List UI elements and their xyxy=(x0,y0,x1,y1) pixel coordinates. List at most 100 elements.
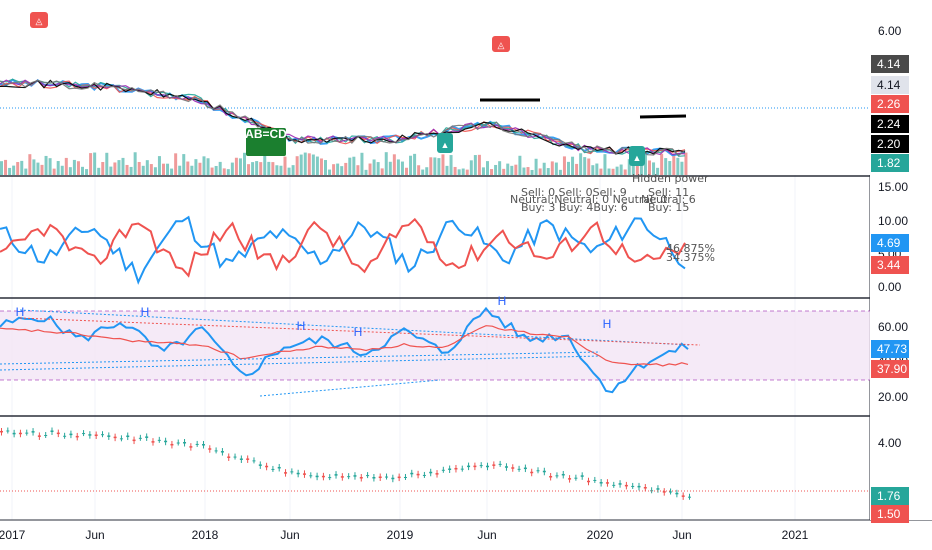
volume-bar xyxy=(206,158,210,175)
volume-bar xyxy=(514,164,518,175)
osc-tag-bg xyxy=(871,234,909,252)
candle-body xyxy=(290,471,294,473)
time-axis[interactable]: 2017 Jun 2018 Jun 2019 Jun 2020 Jun 2021 xyxy=(0,528,809,542)
volume-bar xyxy=(571,156,575,175)
candles-pane[interactable] xyxy=(0,427,870,500)
volume-bar xyxy=(510,165,514,175)
volume-bar xyxy=(234,157,238,175)
volume-bar xyxy=(64,157,68,175)
volume-bar xyxy=(558,169,562,175)
volume-bar xyxy=(388,161,392,175)
h-marker: H xyxy=(16,305,25,319)
volume-bar xyxy=(417,165,421,175)
candle-body xyxy=(517,468,521,470)
time-axis-label: 2021 xyxy=(782,528,809,542)
volume-bar xyxy=(125,164,129,175)
volume-bar xyxy=(287,167,291,175)
volume-bar xyxy=(518,155,522,175)
candle-body xyxy=(328,477,332,479)
volume-bar xyxy=(421,169,425,175)
volume-bar xyxy=(101,162,105,175)
candle-body xyxy=(347,476,351,478)
volume-bar xyxy=(178,165,182,175)
volume-bar xyxy=(498,161,502,175)
volume-bar xyxy=(465,169,469,175)
volume-bar xyxy=(218,161,222,175)
volume-bar xyxy=(141,165,145,175)
volume-bar xyxy=(356,165,360,175)
oscillator-pane[interactable]: Hidden power Sell: 0 Sell: 0Sell: 9 Sell… xyxy=(0,172,715,285)
price-tag: 2.20 xyxy=(877,137,901,151)
candle-body xyxy=(416,473,420,476)
rsi-line xyxy=(0,306,689,394)
volume-bar xyxy=(60,165,64,175)
candle-body xyxy=(69,433,73,436)
price-pane[interactable]: ◬ ◬ AB=CD ▲ ▲ xyxy=(0,0,870,175)
candle-body xyxy=(580,475,584,477)
rsi-pane[interactable]: H H H H H H xyxy=(0,294,870,397)
volume-bar xyxy=(44,155,48,175)
up-marker-2[interactable]: ▲ xyxy=(629,146,645,166)
volume-bar xyxy=(490,169,494,175)
volume-bar xyxy=(32,159,36,175)
price-tag: 4.14 xyxy=(877,78,901,92)
candle-tag-bg xyxy=(871,487,909,505)
volume-bar xyxy=(121,157,125,175)
volume-bar xyxy=(190,165,194,175)
candle-body xyxy=(410,472,414,475)
volume-bar xyxy=(202,156,206,175)
volume-bar xyxy=(530,169,534,175)
warning-marker[interactable]: ◬ xyxy=(30,12,48,28)
candle-body xyxy=(555,475,559,477)
price-axis[interactable]: 6.0015.0010.005.000.0060.0040.0020.004.0… xyxy=(870,0,932,523)
volume-bar xyxy=(214,165,218,175)
candle-body xyxy=(56,432,60,435)
candle-body xyxy=(441,469,445,471)
h-markers: H H H H H H xyxy=(16,294,612,339)
volume-bar xyxy=(68,167,72,175)
candle-body xyxy=(252,460,256,462)
volume-bar xyxy=(575,163,579,175)
time-axis-label: 2018 xyxy=(192,528,219,542)
candle-body xyxy=(296,472,300,475)
volume-bar xyxy=(676,157,680,175)
up-marker[interactable]: ▲ xyxy=(437,133,453,153)
pattern-label-text: AB=CD xyxy=(245,127,287,141)
volume-bar xyxy=(137,161,141,175)
volume-bar xyxy=(48,158,52,175)
black-level xyxy=(639,114,687,119)
candle-body xyxy=(366,475,370,477)
volume-bar xyxy=(275,165,279,175)
candle-body xyxy=(195,443,199,445)
candle-body xyxy=(233,456,237,458)
volume-bar xyxy=(486,161,489,175)
volume-bar xyxy=(307,153,311,175)
volume-bar xyxy=(469,160,473,175)
volume-bar xyxy=(247,164,251,175)
candle-body xyxy=(164,440,168,443)
candle-body xyxy=(271,468,275,470)
volume-bar xyxy=(85,169,89,175)
candle-body xyxy=(183,441,187,444)
candle-body xyxy=(107,435,111,437)
candle-body xyxy=(359,477,363,479)
volume-bar xyxy=(445,165,449,175)
osc-tag-bg xyxy=(871,256,909,274)
volume-bar xyxy=(611,168,615,175)
volume-bar xyxy=(437,158,441,175)
volume-bar xyxy=(267,161,271,175)
volume-bars xyxy=(0,152,688,175)
volume-bar xyxy=(230,162,234,175)
pattern-label[interactable]: AB=CD xyxy=(245,127,287,156)
volume-bar xyxy=(672,153,676,175)
candle-body xyxy=(662,491,666,493)
axis-tick: 20.00 xyxy=(878,390,908,404)
candle-body xyxy=(643,487,647,489)
annotation-buy-1: Buy: 3 Buy: 4Buy: 6 xyxy=(521,201,628,214)
candle-body xyxy=(157,439,161,441)
volume-bar xyxy=(81,166,84,175)
warning-marker-2[interactable]: ◬ xyxy=(492,36,510,52)
candle-body xyxy=(492,464,496,466)
candle-body xyxy=(239,458,243,460)
